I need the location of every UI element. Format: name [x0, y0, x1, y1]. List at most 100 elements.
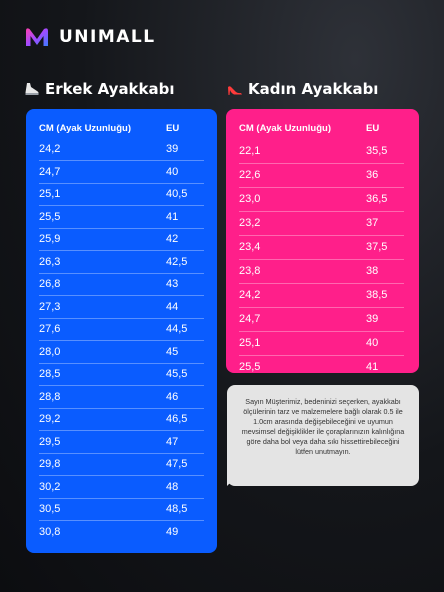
eu-cell: 40	[166, 165, 179, 178]
men-size-table-card: CM (Ayak Uzunluğu) EU 24,2 39 24,7 40 25,1 40…	[26, 109, 217, 553]
cm-cell: 26,3	[39, 255, 61, 268]
eu-cell: 45	[166, 345, 179, 358]
eu-cell: 39	[366, 313, 379, 325]
column-header-cm: CM (Ayak Uzunluğu)	[239, 123, 332, 134]
table-row: 25,5 41	[39, 206, 204, 228]
table-row: 22,6 36	[239, 163, 404, 187]
cm-cell: 23,4	[239, 241, 261, 253]
table-row: 26,8 43	[39, 273, 204, 296]
eu-cell: 40,5	[166, 188, 188, 201]
table-row: 24,2 38,5	[239, 283, 404, 307]
cm-cell: 29,5	[39, 435, 61, 448]
eu-cell: 46,5	[166, 413, 188, 426]
cm-cell: 28,0	[39, 345, 61, 358]
eu-cell: 41	[366, 361, 379, 373]
eu-cell: 37	[366, 217, 379, 229]
sneaker-icon	[25, 83, 39, 95]
women-size-table-card: CM (Ayak Uzunluğu) EU 22,1 35,5 22,6 36 23,0…	[226, 109, 419, 373]
cm-cell: 30,8	[39, 526, 61, 538]
table-row: 26,3 42,5	[39, 251, 204, 273]
eu-cell: 43	[166, 278, 179, 291]
high-heel-icon	[228, 86, 242, 95]
cm-cell: 24,7	[39, 165, 61, 178]
table-row: 29,2 46,5	[39, 408, 204, 431]
cm-cell: 28,5	[39, 368, 61, 381]
eu-cell: 46	[166, 390, 179, 403]
eu-cell: 42	[166, 233, 179, 246]
table-header-row: CM (Ayak Uzunluğu) EU	[39, 118, 204, 138]
table-row: 24,7 39	[239, 307, 404, 331]
eu-cell: 36,5	[366, 193, 388, 205]
table-row: 29,5 47	[39, 431, 204, 453]
table-row: 25,9 42	[39, 228, 204, 251]
eu-cell: 38	[366, 265, 379, 277]
cm-cell: 27,3	[39, 300, 61, 313]
table-row: 27,6 44,5	[39, 318, 204, 341]
eu-cell: 38,5	[366, 289, 388, 301]
eu-cell: 47	[166, 435, 179, 448]
cm-cell: 28,8	[39, 390, 61, 403]
table-row: 28,5 45,5	[39, 363, 204, 386]
women-section-title: Kadın Ayakkabı	[227, 80, 378, 98]
women-size-table: CM (Ayak Uzunluğu) EU 22,1 35,5 22,6 36 23,0…	[239, 118, 404, 373]
men-section-title: Erkek Ayakkabı	[24, 80, 175, 98]
eu-cell: 47,5	[166, 458, 188, 471]
eu-cell: 41	[166, 210, 179, 223]
cm-cell: 25,1	[239, 337, 261, 349]
cm-cell: 22,6	[239, 169, 261, 181]
table-header-row: CM (Ayak Uzunluğu) EU	[239, 118, 404, 139]
table-row: 23,4 37,5	[239, 235, 404, 259]
eu-cell: 39	[166, 143, 179, 155]
cm-cell: 29,8	[39, 458, 61, 471]
table-row: 24,2 39	[39, 138, 204, 161]
eu-cell: 44,5	[166, 323, 188, 336]
cm-cell: 23,0	[239, 193, 261, 205]
table-row: 28,8 46	[39, 386, 204, 408]
eu-cell: 42,5	[166, 255, 188, 268]
table-row: 30,2 48	[39, 476, 204, 498]
table-row: 25,1 40	[239, 331, 404, 355]
table-row: 25,1 40,5	[39, 183, 204, 206]
eu-cell: 37,5	[366, 241, 388, 253]
table-row: 28,0 45	[39, 341, 204, 363]
eu-cell: 48	[166, 480, 179, 493]
cm-cell: 25,5	[239, 361, 261, 373]
cm-cell: 25,1	[39, 188, 61, 201]
cm-cell: 25,5	[39, 210, 61, 223]
cm-cell: 24,2	[39, 143, 61, 155]
brand-logo: UNIMALL	[24, 25, 156, 49]
eu-cell: 49	[166, 526, 179, 538]
men-title-text: Erkek Ayakkabı	[45, 80, 175, 98]
table-row: 29,8 47,5	[39, 453, 204, 476]
cm-cell: 30,5	[39, 503, 61, 516]
eu-cell: 35,5	[366, 144, 388, 157]
note-bubble-tail	[227, 476, 237, 486]
cm-cell: 29,2	[39, 413, 61, 426]
column-header-eu: EU	[166, 122, 180, 134]
table-row: 22,1 35,5	[239, 139, 404, 163]
brand-name: UNIMALL	[59, 27, 156, 47]
table-row: 30,8 49	[39, 521, 204, 544]
eu-cell: 48,5	[166, 503, 188, 516]
eu-cell: 36	[366, 169, 379, 181]
cm-cell: 23,2	[239, 217, 261, 229]
column-header-cm: CM (Ayak Uzunluğu)	[39, 122, 132, 134]
table-row: 30,5 48,5	[39, 498, 204, 521]
cm-cell: 26,8	[39, 278, 61, 291]
table-row: 25,5 41	[239, 355, 404, 373]
table-row: 27,3 44	[39, 296, 204, 318]
cm-cell: 30,2	[39, 480, 61, 493]
table-row: 23,8 38	[239, 259, 404, 283]
cm-cell: 24,2	[239, 289, 261, 301]
column-header-eu: EU	[366, 123, 380, 134]
size-note-text: Sayın Müşterimiz, bedeninizi seçerken, a…	[241, 397, 405, 456]
cm-cell: 22,1	[239, 144, 261, 157]
eu-cell: 40	[366, 337, 379, 349]
size-note-bubble: Sayın Müşterimiz, bedeninizi seçerken, a…	[227, 385, 419, 486]
table-row: 23,2 37	[239, 211, 404, 235]
women-title-text: Kadın Ayakkabı	[248, 80, 379, 98]
cm-cell: 27,6	[39, 323, 61, 336]
eu-cell: 44	[166, 300, 179, 313]
cm-cell: 23,8	[239, 265, 261, 277]
